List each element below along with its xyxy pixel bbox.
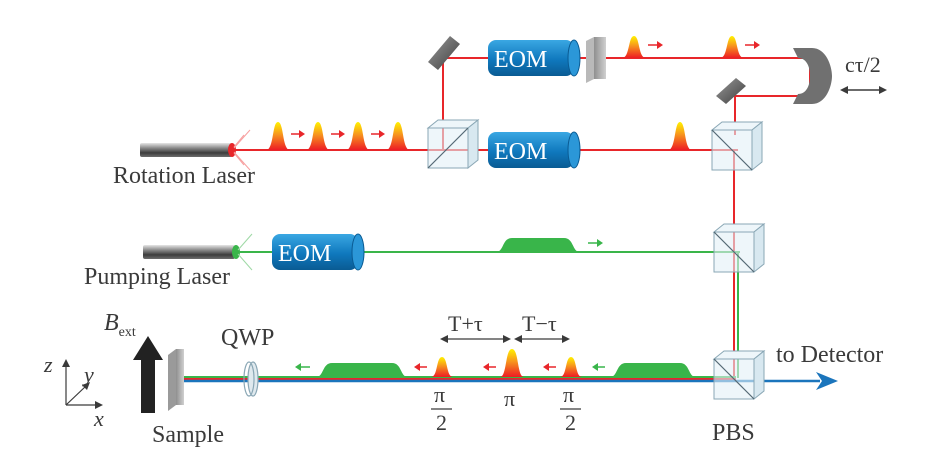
pulse xyxy=(316,363,408,377)
cube-diagonal xyxy=(713,358,755,400)
laser-emission-icon xyxy=(233,129,251,171)
pulse xyxy=(500,349,524,377)
pulse xyxy=(266,122,290,150)
pbs-label: PBS xyxy=(712,420,755,446)
laser-aperture-icon xyxy=(228,143,236,157)
pulse xyxy=(306,122,330,150)
plate-face xyxy=(594,37,606,79)
eom-middle: EOM xyxy=(488,131,581,169)
cube-side xyxy=(467,118,479,170)
beam-splitter-3 xyxy=(712,222,766,274)
cube-side xyxy=(751,120,763,172)
mirror-icon xyxy=(428,36,460,70)
retroreflector: cτ/2 xyxy=(793,48,887,104)
pulse xyxy=(560,357,582,377)
cube-diagonal xyxy=(713,231,755,273)
pump-pulse xyxy=(496,238,603,252)
cube-side xyxy=(753,222,765,274)
axis-x-label: x xyxy=(93,406,104,431)
cube-diagonal xyxy=(427,127,469,169)
eom-face xyxy=(567,131,581,169)
sample: Sample xyxy=(152,349,224,448)
polarizer-plate xyxy=(586,37,606,83)
upper-pulse-train xyxy=(622,36,760,58)
ctau-label: cτ/2 xyxy=(845,52,881,77)
beam-splitter-2 xyxy=(710,120,764,172)
detector-label: to Detector xyxy=(776,342,883,368)
mirror-icon xyxy=(716,78,746,104)
pbs-cube: PBS xyxy=(712,349,766,446)
qwp-label: QWP xyxy=(221,325,274,351)
b-ext-label: Bext xyxy=(104,310,136,340)
sample-plate-icon xyxy=(168,349,176,411)
cube-diagonal xyxy=(711,129,753,171)
eom-crystal-icon xyxy=(488,132,574,168)
pulse xyxy=(431,357,453,377)
pulse xyxy=(668,122,692,150)
axis-z-label: z xyxy=(43,352,53,377)
timing-arrow-icon xyxy=(440,335,570,343)
b-field-arrow-icon xyxy=(133,336,163,413)
waveplate-edge xyxy=(243,361,255,397)
pulse xyxy=(720,36,744,58)
pulse xyxy=(622,36,646,58)
pi-label: π xyxy=(504,386,515,411)
eom-upper: EOM xyxy=(488,39,581,77)
b-ext-sub: ext xyxy=(119,325,136,340)
eom-crystal-icon xyxy=(272,234,358,270)
eom-middle-label: EOM xyxy=(494,139,547,165)
eom-crystal-icon xyxy=(488,40,574,76)
pi-half-num-left: π xyxy=(434,382,445,407)
pulse xyxy=(346,122,370,150)
b-ext: Bext xyxy=(104,310,163,413)
pulse xyxy=(496,238,580,252)
translation-arrow-icon xyxy=(840,86,887,94)
pumping-laser-label: Pumping Laser xyxy=(84,264,230,290)
laser-rod-icon xyxy=(140,143,232,157)
laser-rod-icon xyxy=(143,245,235,259)
laser-aperture-icon xyxy=(232,245,240,259)
eom-face xyxy=(567,39,581,77)
laser-emission-icon xyxy=(237,233,253,271)
pi-half-num-right: π xyxy=(563,382,574,407)
beam-splitter-1 xyxy=(426,118,480,170)
mirror-right xyxy=(716,78,746,104)
axis-y-label: y xyxy=(82,362,94,387)
eom-pump-label: EOM xyxy=(278,241,331,267)
sample-face xyxy=(176,349,184,405)
pulse xyxy=(386,122,410,150)
t-plus-tau-label: T+τ xyxy=(448,311,483,336)
pulse xyxy=(610,363,696,377)
eom-pump: EOM xyxy=(272,233,365,271)
pi-half-den-left: 2 xyxy=(436,410,447,435)
t-minus-tau-label: T−τ xyxy=(522,311,557,336)
bottom-pulse-sequence: T+τ T−τ π 2 π π 2 xyxy=(295,311,696,435)
retroreflector-icon xyxy=(793,48,832,104)
sample-label: Sample xyxy=(152,422,224,448)
rotation-pulse-train xyxy=(266,122,692,150)
axis-triad xyxy=(62,359,103,409)
cube-side xyxy=(753,349,765,401)
pumping-laser: Pumping Laser xyxy=(84,233,253,290)
mirror-upper-left xyxy=(428,36,460,70)
detector-arrow-icon xyxy=(816,372,838,390)
eom-upper-label: EOM xyxy=(494,47,547,73)
plate-icon xyxy=(586,37,594,83)
b-ext-main: B xyxy=(104,310,119,336)
waveplate-icon xyxy=(247,361,259,397)
qwp: QWP xyxy=(221,325,274,397)
eom-face xyxy=(351,233,365,271)
rotation-laser: Rotation Laser xyxy=(113,129,255,189)
rotation-laser-label: Rotation Laser xyxy=(113,163,255,189)
pi-half-den-right: 2 xyxy=(565,410,576,435)
